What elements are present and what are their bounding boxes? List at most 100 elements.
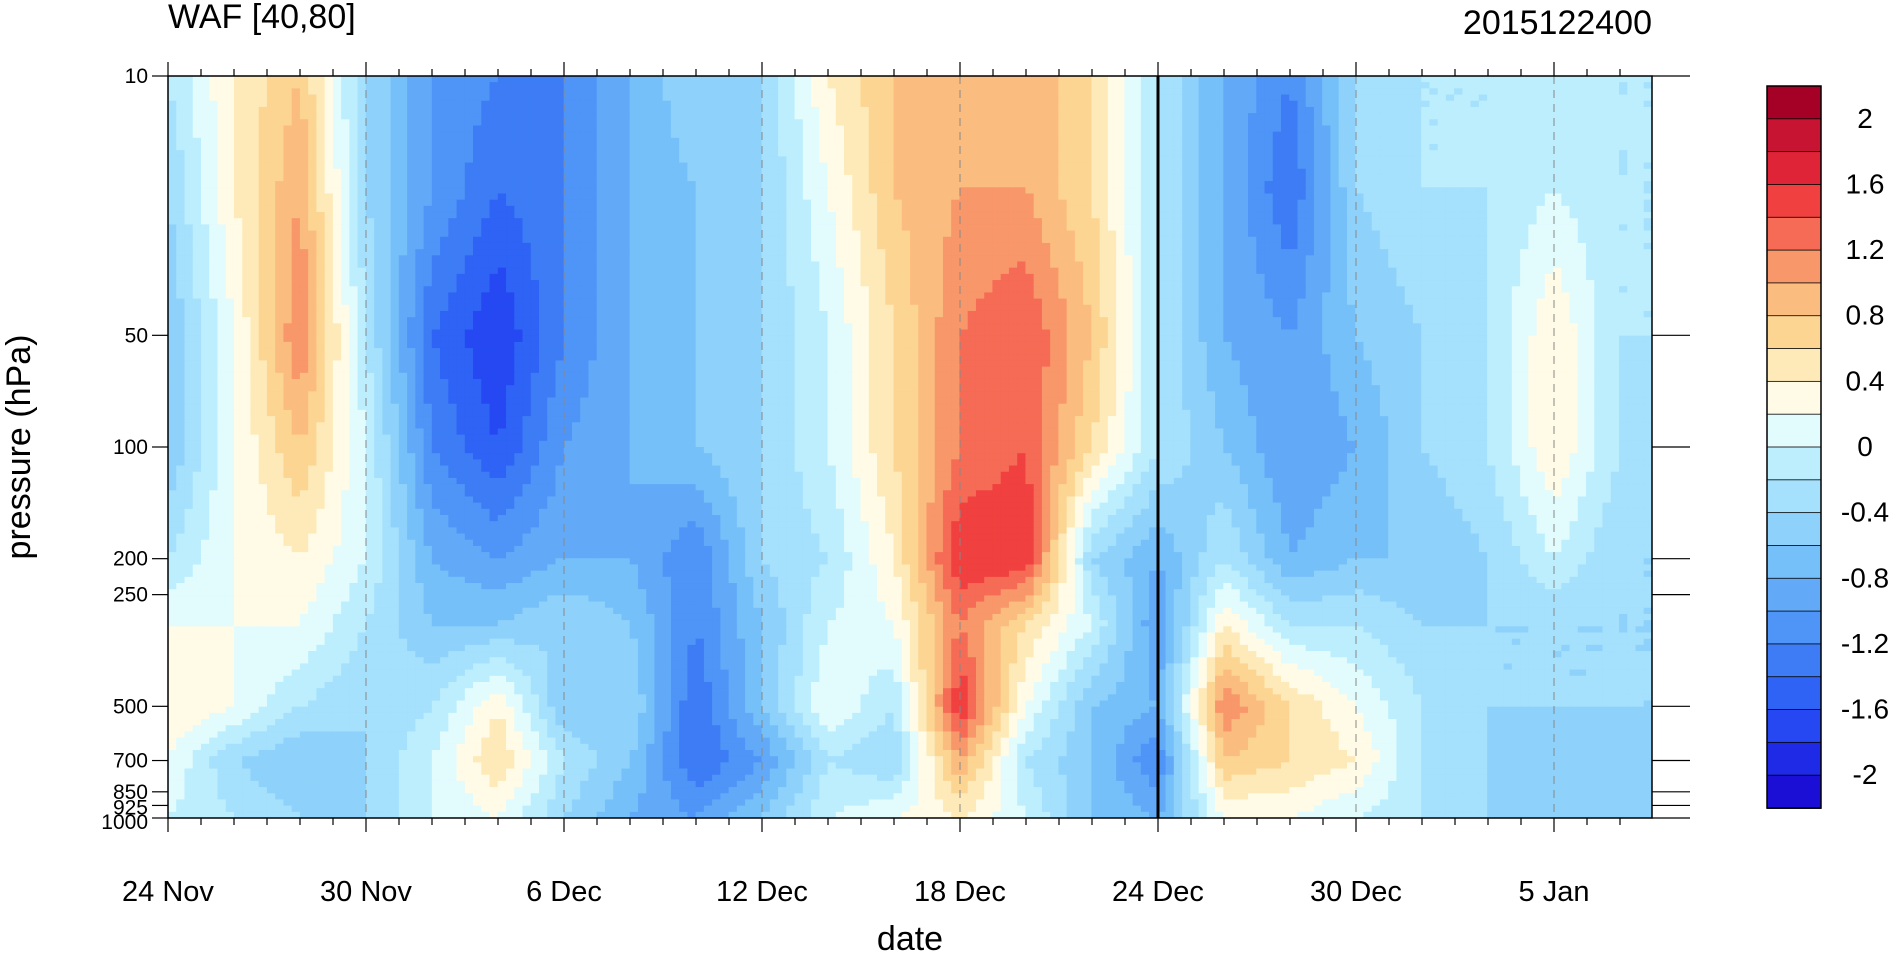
contour-cell bbox=[1124, 106, 1134, 114]
contour-cell bbox=[217, 168, 227, 176]
contour-cell bbox=[1487, 76, 1496, 83]
contour-cell bbox=[621, 156, 631, 164]
contour-cell bbox=[646, 236, 656, 244]
contour-cell bbox=[1404, 76, 1414, 83]
contour-cell bbox=[580, 137, 590, 145]
contour-cell bbox=[1157, 168, 1167, 176]
contour-cell bbox=[1429, 106, 1439, 114]
contour-cell bbox=[901, 199, 911, 207]
contour-cell bbox=[852, 82, 862, 89]
contour-cell bbox=[646, 162, 656, 170]
contour-cell bbox=[926, 125, 936, 133]
contour-cell bbox=[1083, 82, 1092, 89]
contour-cell bbox=[926, 174, 936, 182]
contour-cell bbox=[1083, 174, 1092, 182]
contour-cell bbox=[1520, 156, 1529, 164]
contour-cell bbox=[1116, 205, 1125, 213]
contour-cell bbox=[1182, 125, 1191, 133]
contour-cell bbox=[407, 119, 416, 127]
contour-cell bbox=[184, 230, 194, 238]
contour-cell bbox=[753, 218, 763, 225]
contour-cell bbox=[596, 150, 606, 157]
contour-cell bbox=[1033, 187, 1043, 195]
contour-cell bbox=[712, 100, 721, 108]
contour-cell bbox=[1363, 199, 1373, 207]
contour-cell bbox=[819, 94, 829, 102]
contour-cell bbox=[1544, 236, 1554, 244]
contour-cell bbox=[1182, 106, 1191, 114]
contour-cell bbox=[1602, 218, 1612, 225]
contour-cell bbox=[217, 137, 227, 145]
contour-cell bbox=[794, 199, 804, 207]
contour-cell bbox=[1239, 156, 1249, 164]
contour-cell bbox=[1627, 106, 1637, 114]
contour-cell bbox=[720, 150, 730, 157]
contour-cell bbox=[1338, 174, 1348, 182]
contour-cell bbox=[942, 144, 952, 151]
contour-cell bbox=[168, 76, 177, 83]
contour-cell bbox=[984, 199, 994, 207]
contour-cell bbox=[440, 230, 449, 238]
contour-cell bbox=[1346, 137, 1356, 145]
contour-cell bbox=[1404, 82, 1414, 89]
contour-cell bbox=[1272, 156, 1282, 164]
contour-cell bbox=[670, 156, 680, 164]
contour-cell bbox=[431, 76, 441, 83]
contour-cell bbox=[877, 212, 886, 219]
contour-cell bbox=[242, 119, 252, 127]
contour-cell bbox=[266, 82, 276, 89]
contour-cell bbox=[456, 150, 466, 157]
contour-cell bbox=[1363, 113, 1373, 120]
contour-cell bbox=[613, 205, 623, 213]
contour-cell bbox=[258, 156, 268, 164]
contour-cell bbox=[604, 131, 614, 139]
contour-cell bbox=[1404, 125, 1414, 133]
contour-cell bbox=[1256, 100, 1266, 108]
contour-cell bbox=[1429, 150, 1439, 157]
contour-cell bbox=[1528, 100, 1538, 108]
contour-cell bbox=[736, 205, 746, 213]
contour-cell bbox=[1289, 82, 1299, 89]
contour-cell bbox=[802, 100, 812, 108]
contour-cell bbox=[1594, 205, 1604, 213]
contour-cell bbox=[506, 174, 515, 182]
contour-cell bbox=[547, 137, 557, 145]
contour-cell bbox=[176, 199, 186, 207]
contour-cell bbox=[1256, 168, 1266, 176]
contour-cell bbox=[613, 218, 623, 225]
contour-cell bbox=[1643, 131, 1652, 139]
contour-cell bbox=[382, 100, 392, 108]
contour-cell bbox=[877, 168, 886, 176]
contour-cell bbox=[1421, 181, 1430, 188]
contour-cell bbox=[365, 174, 375, 182]
contour-cell bbox=[1322, 212, 1332, 219]
contour-cell bbox=[827, 199, 837, 207]
contour-cell bbox=[547, 187, 557, 195]
contour-cell bbox=[431, 125, 441, 133]
contour-cell bbox=[778, 187, 787, 195]
contour-cell bbox=[1462, 224, 1472, 232]
contour-cell bbox=[275, 76, 285, 83]
contour-cell bbox=[266, 193, 276, 201]
contour-cell bbox=[1107, 113, 1117, 120]
contour-cell bbox=[506, 156, 515, 164]
contour-cell bbox=[769, 187, 779, 195]
contour-cell bbox=[233, 76, 243, 83]
contour-cell bbox=[1602, 181, 1612, 188]
contour-cell bbox=[1124, 242, 1134, 250]
contour-cell bbox=[918, 212, 928, 219]
contour-cell bbox=[860, 94, 870, 102]
contour-cell bbox=[1495, 181, 1505, 188]
contour-cell bbox=[654, 88, 664, 96]
contour-cell bbox=[1272, 212, 1282, 219]
contour-cell bbox=[1107, 150, 1117, 157]
contour-cell bbox=[1239, 82, 1249, 89]
contour-cell bbox=[1553, 168, 1562, 176]
contour-cell bbox=[1536, 181, 1546, 188]
contour-cell bbox=[1553, 187, 1562, 195]
contour-cell bbox=[506, 100, 515, 108]
contour-cell bbox=[1066, 113, 1076, 120]
contour-cell bbox=[1140, 156, 1150, 164]
contour-cell bbox=[382, 76, 392, 83]
contour-cell bbox=[168, 199, 177, 207]
